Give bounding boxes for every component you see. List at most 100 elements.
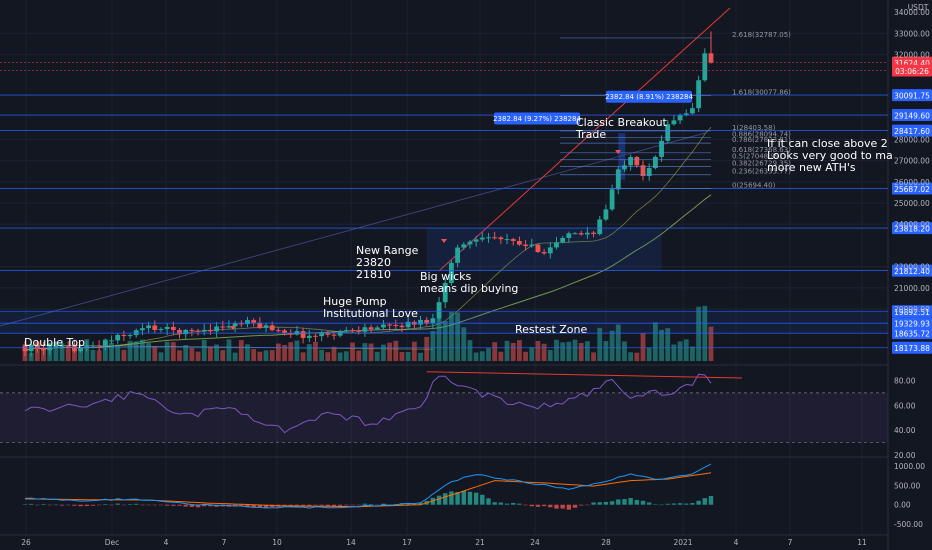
candle[interactable] bbox=[461, 244, 467, 248]
candle[interactable] bbox=[226, 326, 232, 328]
price-tag[interactable] bbox=[892, 341, 932, 354]
candle[interactable] bbox=[405, 321, 411, 328]
price-tag[interactable] bbox=[892, 124, 932, 137]
candle[interactable] bbox=[517, 240, 522, 245]
candle[interactable] bbox=[22, 345, 28, 352]
candle[interactable] bbox=[53, 345, 59, 347]
candle[interactable] bbox=[690, 108, 695, 114]
price-tag[interactable] bbox=[892, 109, 932, 122]
candle[interactable] bbox=[547, 247, 553, 254]
candle[interactable] bbox=[640, 165, 646, 177]
candle[interactable] bbox=[269, 325, 275, 331]
candle[interactable] bbox=[492, 237, 498, 239]
candle[interactable] bbox=[325, 333, 331, 335]
candle[interactable] bbox=[659, 140, 664, 157]
candle[interactable] bbox=[628, 157, 634, 166]
candle[interactable] bbox=[652, 156, 658, 169]
candle[interactable] bbox=[467, 241, 473, 245]
candle[interactable] bbox=[572, 233, 578, 235]
rsi-pane[interactable]: 80.00 60.00 40.00 20.00 bbox=[0, 371, 916, 460]
candle[interactable] bbox=[251, 320, 257, 323]
macd-line[interactable] bbox=[24, 463, 712, 509]
candle[interactable] bbox=[350, 330, 355, 332]
candle[interactable] bbox=[90, 345, 96, 347]
candle[interactable] bbox=[622, 165, 627, 170]
candle[interactable] bbox=[183, 329, 189, 335]
candle[interactable] bbox=[708, 53, 714, 63]
candle[interactable] bbox=[127, 335, 133, 337]
candle[interactable] bbox=[232, 323, 238, 327]
candle[interactable] bbox=[214, 326, 219, 332]
candle[interactable] bbox=[282, 330, 287, 333]
candle[interactable] bbox=[535, 244, 541, 253]
candle[interactable] bbox=[300, 331, 306, 338]
candle[interactable] bbox=[115, 334, 121, 341]
candle[interactable] bbox=[665, 124, 671, 141]
candle[interactable] bbox=[208, 329, 213, 332]
candle[interactable] bbox=[615, 169, 621, 190]
candle[interactable] bbox=[72, 345, 77, 352]
candle[interactable] bbox=[455, 247, 460, 263]
candle[interactable] bbox=[510, 239, 516, 241]
price-tag[interactable] bbox=[892, 89, 932, 102]
candle[interactable] bbox=[560, 237, 566, 243]
candle[interactable] bbox=[47, 346, 53, 351]
candle[interactable] bbox=[257, 322, 263, 328]
candle[interactable] bbox=[554, 242, 559, 248]
candle[interactable] bbox=[59, 345, 65, 347]
candle[interactable] bbox=[442, 282, 448, 303]
price-tag[interactable] bbox=[892, 305, 932, 318]
candle[interactable] bbox=[368, 327, 374, 330]
price-tag[interactable] bbox=[892, 327, 932, 340]
price-tag[interactable] bbox=[892, 222, 932, 235]
candle[interactable] bbox=[381, 324, 386, 328]
candle[interactable] bbox=[603, 209, 609, 220]
candle[interactable] bbox=[418, 319, 423, 325]
candle[interactable] bbox=[41, 347, 46, 351]
candle[interactable] bbox=[486, 237, 491, 239]
candle[interactable] bbox=[498, 237, 504, 240]
candle[interactable] bbox=[201, 329, 207, 332]
candle[interactable] bbox=[374, 327, 380, 330]
candle[interactable] bbox=[634, 157, 640, 166]
candle[interactable] bbox=[288, 332, 294, 335]
candle[interactable] bbox=[597, 219, 603, 235]
candle[interactable] bbox=[152, 325, 158, 330]
candle[interactable] bbox=[578, 233, 584, 235]
candle[interactable] bbox=[28, 345, 34, 352]
candle[interactable] bbox=[109, 340, 114, 342]
candle[interactable] bbox=[591, 232, 596, 235]
candle[interactable] bbox=[164, 326, 170, 330]
candle[interactable] bbox=[343, 330, 349, 332]
candle[interactable] bbox=[566, 233, 572, 238]
candle[interactable] bbox=[34, 345, 40, 348]
candle[interactable] bbox=[313, 335, 318, 337]
candle[interactable] bbox=[319, 333, 325, 337]
rsi-line[interactable] bbox=[24, 373, 712, 434]
candle[interactable] bbox=[158, 329, 164, 331]
candle[interactable] bbox=[102, 340, 108, 346]
candle[interactable] bbox=[479, 237, 485, 240]
candle[interactable] bbox=[436, 302, 442, 319]
candle[interactable] bbox=[238, 323, 244, 325]
candle[interactable] bbox=[702, 53, 708, 81]
candle[interactable] bbox=[84, 346, 90, 349]
candle[interactable] bbox=[393, 324, 399, 326]
candle[interactable] bbox=[65, 345, 71, 347]
candle[interactable] bbox=[523, 244, 528, 247]
candle[interactable] bbox=[275, 330, 281, 332]
candle[interactable] bbox=[133, 330, 139, 336]
candle[interactable] bbox=[430, 318, 436, 324]
candle[interactable] bbox=[529, 244, 535, 247]
price-tag[interactable] bbox=[892, 64, 932, 77]
candle[interactable] bbox=[671, 120, 677, 125]
candle[interactable] bbox=[189, 329, 195, 331]
candle[interactable] bbox=[245, 320, 250, 325]
macd-pane[interactable]: 1000.00 500.00 0.00 -500.00 bbox=[22, 462, 925, 529]
candle[interactable] bbox=[449, 262, 454, 283]
candle[interactable] bbox=[584, 232, 590, 235]
time-axis[interactable]: 26 Dec 4 7 10 14 17 21 24 28 2021 4 7 11 bbox=[21, 538, 867, 547]
candle[interactable] bbox=[170, 326, 176, 330]
